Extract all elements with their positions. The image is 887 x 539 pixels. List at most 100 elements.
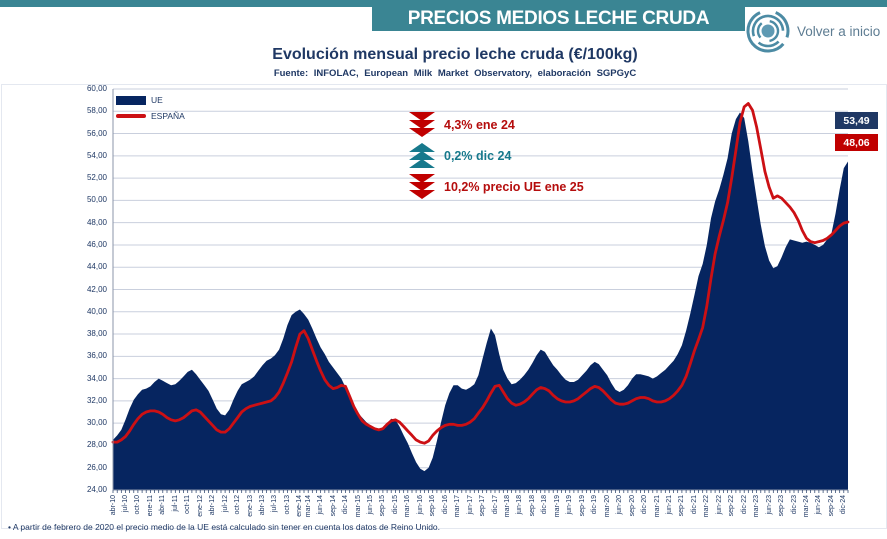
x-axis-tick-label: jun-23: [765, 495, 773, 515]
x-axis-tick-label: mar-14: [304, 495, 312, 518]
x-axis-tick-label: abr-11: [159, 495, 167, 515]
x-axis-tick-label: mar-19: [553, 495, 561, 518]
x-axis-tick-label: oct-10: [134, 495, 142, 515]
x-axis-tick-label: mar-17: [454, 495, 462, 518]
chart-subtitle: Fuente: INFOLAC, European Milk Market Ob…: [273, 68, 637, 79]
x-axis-tick-label: mar-20: [603, 495, 611, 518]
x-axis-tick-label: jul-13: [271, 495, 279, 513]
y-axis-tick-label: 36,00: [86, 351, 107, 361]
legend-item-espana: ESPAÑA: [116, 108, 185, 124]
annotation-ene24-text: 4,3% ene 24: [444, 117, 515, 132]
x-axis-tick-label: dic-21: [690, 495, 698, 515]
triple-down-arrow-icon: [409, 112, 435, 137]
annotation-ene24: 4,3% ene 24: [408, 112, 515, 137]
x-axis-tick-label: mar-22: [703, 495, 711, 518]
x-axis-tick-label: dic-19: [591, 495, 599, 515]
x-axis-tick-label: jul-12: [221, 495, 229, 513]
back-to-home-label[interactable]: Volver a inicio: [797, 23, 881, 39]
x-axis-tick-label: oct-12: [234, 495, 242, 515]
y-axis-tick-label: 38,00: [86, 329, 107, 339]
legend-item-ue: UE: [116, 92, 185, 108]
x-axis-tick-label: jun-18: [516, 495, 524, 515]
header-title: PRECIOS MEDIOS LECHE CRUDA: [407, 8, 710, 29]
x-axis-tick-label: jun-20: [616, 495, 624, 515]
y-axis-tick-label: 34,00: [86, 373, 107, 383]
y-axis-tick-label: 48,00: [86, 217, 107, 227]
y-axis-tick-label: 24,00: [86, 485, 107, 494]
x-axis-tick-label: oct-11: [184, 495, 192, 514]
y-axis-tick-label: 32,00: [86, 395, 107, 405]
x-axis-tick-label: mar-18: [504, 495, 511, 518]
x-axis-tick-label: jun-15: [367, 495, 374, 515]
x-axis-tick-label: jul-11: [171, 495, 179, 512]
header-strip: [0, 0, 887, 7]
x-axis-tick-label: jun-16: [416, 495, 424, 515]
x-axis-tick-label: sep-20: [628, 495, 636, 517]
y-axis-tick-label: 46,00: [86, 239, 107, 249]
header-title-band: PRECIOS MEDIOS LECHE CRUDA: [372, 7, 745, 31]
x-axis-tick-label: mar-23: [753, 495, 761, 518]
x-axis-tick-label: mar-21: [653, 495, 661, 518]
x-axis-tick-label: abr-13: [259, 495, 266, 516]
ue-last-value-badge: 53,49: [835, 112, 878, 129]
x-axis-tick-label: jul-10: [122, 495, 129, 513]
x-axis-tick-label: dic-16: [441, 495, 449, 515]
x-axis-tick-label: abr-10: [109, 495, 117, 516]
espana-line-series: [111, 102, 850, 445]
x-axis-tick-label: dic-14: [342, 495, 349, 515]
x-axis-tick-label: dic-15: [391, 495, 399, 515]
y-axis-tick-label: 44,00: [86, 262, 107, 272]
y-axis-tick-label: 42,00: [86, 284, 107, 294]
chart-title: Evolución mensual precio leche cruda (€/…: [272, 46, 638, 63]
annotation-dic24: 0,2% dic 24: [408, 143, 511, 168]
y-axis-tick-label: 58,00: [86, 106, 107, 116]
ue-area-series: [113, 112, 848, 491]
x-axis-tick-label: mar-16: [404, 495, 412, 518]
x-axis-tick-label: ene-12: [196, 495, 204, 517]
x-axis-tick-label: sep-15: [379, 495, 387, 517]
x-axis-tick-label: jun-17: [466, 495, 474, 515]
y-axis-tick-label: 52,00: [86, 173, 107, 183]
y-axis-tick-label: 54,00: [86, 150, 107, 160]
x-axis-tick-label: dic-17: [491, 495, 499, 515]
x-axis-tick-label: dic-24: [840, 495, 848, 515]
y-axis-tick-label: 60,00: [86, 84, 107, 93]
chart-legend: UE ESPAÑA: [116, 92, 185, 124]
spiral-logo-icon[interactable]: [745, 7, 793, 55]
x-axis-tick-label: jun-19: [566, 495, 574, 515]
y-axis-tick-label: 50,00: [86, 195, 107, 205]
y-axis-tick-label: 28,00: [86, 440, 107, 450]
x-axis-tick-label: jun-24: [815, 495, 823, 515]
y-axis-tick-label: 30,00: [86, 418, 107, 428]
x-axis-tick-label: dic-22: [740, 495, 748, 515]
x-axis-tick-label: dic-20: [641, 495, 648, 515]
espana-last-value-badge: 48,06: [835, 134, 878, 151]
x-axis-tick-label: sep-16: [429, 495, 437, 517]
x-axis-tick-label: mar-15: [354, 495, 362, 518]
x-axis-tick-label: sep-23: [778, 495, 786, 517]
annotation-ue-ene25-text: 10,2% precio UE ene 25: [444, 179, 584, 194]
back-to-home[interactable]: Volver a inicio: [745, 7, 887, 55]
x-axis-tick-label: dic-18: [541, 495, 549, 515]
y-axis-tick-label: 56,00: [86, 128, 107, 138]
x-axis-tick-label: dic-23: [790, 495, 798, 515]
x-axis-tick-label: sep-19: [578, 495, 586, 517]
x-axis-tick-label: jun-22: [715, 495, 723, 515]
x-axis-tick-label: ene-11: [146, 495, 154, 517]
y-axis-tick-label: 40,00: [86, 306, 107, 316]
x-axis-tick-label: jun-14: [317, 495, 325, 515]
x-axis-tick-label: mar-24: [803, 495, 810, 518]
x-axis-tick-label: sep-21: [678, 495, 686, 517]
x-axis-tick-label: sep-22: [728, 495, 736, 517]
annotation-ue-ene25: 10,2% precio UE ene 25: [408, 174, 584, 199]
triple-up-arrow-icon: [409, 143, 435, 168]
footnote: • A partir de febrero de 2020 el precio …: [8, 522, 441, 532]
x-axis-tick-label: sep-17: [479, 495, 487, 517]
triple-down-arrow-icon: [409, 174, 435, 199]
x-axis-tick-label: jun-21: [665, 495, 673, 515]
legend-label-espana: ESPAÑA: [151, 111, 185, 121]
x-axis-tick-label: ene-13: [246, 495, 254, 517]
x-axis-tick-label: sep-14: [329, 495, 337, 517]
